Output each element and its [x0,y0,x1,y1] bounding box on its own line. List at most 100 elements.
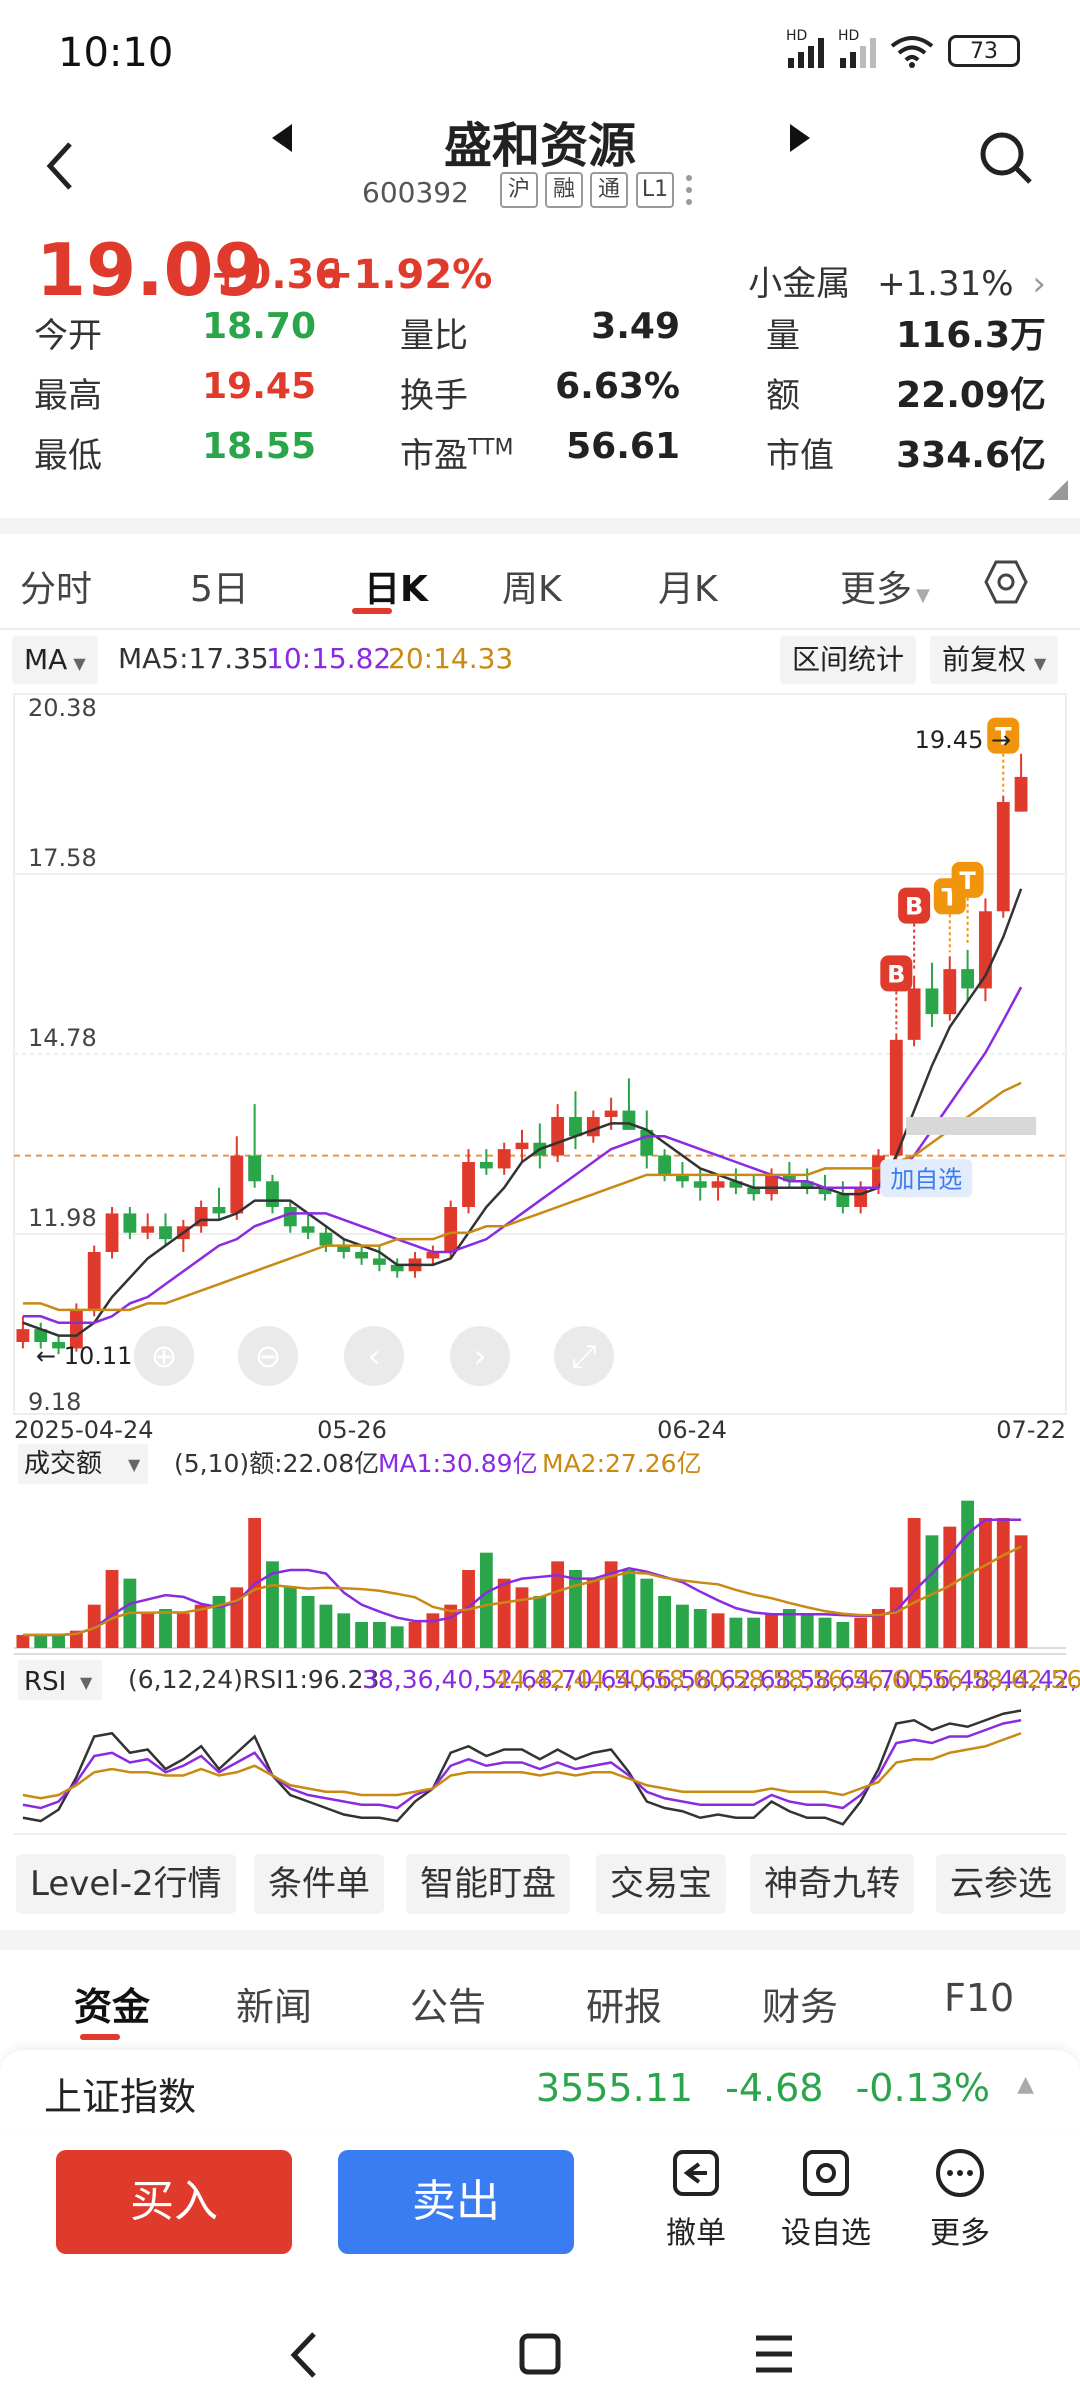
high-label: 最高 [34,376,102,416]
volume-bar [836,1622,850,1648]
more-dots-icon[interactable] [684,172,694,208]
candle-body [52,1342,65,1349]
rsi-info: (6,12,24)RSI1:96.23 [128,1665,379,1694]
search-icon[interactable] [978,130,1034,186]
volume-value: 116.3万 [896,315,1046,356]
volume-bar [925,1535,939,1648]
y-tick-label: 17.58 [28,844,97,872]
candle-body [854,1187,868,1207]
tab-weekly-k[interactable]: 周K [502,569,562,610]
tab-finance[interactable]: 财务 [762,1985,839,2029]
marker-label: B [905,893,923,921]
candle-body [1014,776,1028,812]
x-tick-label: 07-22 [996,1416,1066,1444]
status-time: 10:10 [58,30,174,76]
nav-back-icon[interactable] [284,2330,324,2380]
rsi3-label: 44,42,44,50,58,60,58,58,56,56,60,56,58,6… [494,1665,1080,1694]
ma20-line [22,1081,1022,1312]
back-icon[interactable] [40,136,80,196]
stock-code: 600392 [362,176,469,209]
candle-body [747,1187,761,1195]
candle-body [301,1226,315,1233]
feature-condition-order[interactable]: 条件单 [254,1854,384,1914]
candle-body [765,1174,778,1195]
volume-ma2: MA2:27.26亿 [542,1449,702,1478]
feature-trade-treasure[interactable]: 交易宝 [596,1854,726,1914]
volume-bar [337,1613,351,1648]
prev-stock-icon[interactable] [268,120,298,156]
feature-magic-nine[interactable]: 神奇九转 [750,1854,914,1914]
tab-intraday[interactable]: 分时 [20,569,93,610]
stock-header: 盛和资源 600392 沪 融 通 L1 [0,100,1080,220]
range-stat-button[interactable]: 区间统计 [780,636,917,684]
signal-icon: HD [786,28,824,68]
volume-label: 量 [766,316,800,356]
tag-hu: 沪 [500,172,538,208]
expand-corner-icon[interactable] [1048,480,1068,500]
volume-bar [355,1622,368,1648]
feature-level2[interactable]: Level-2行情 [16,1854,236,1914]
tab-news[interactable]: 新闻 [236,1985,313,2029]
candle-body [230,1155,244,1214]
tab-research[interactable]: 研报 [586,1985,663,2029]
tab-announcements[interactable]: 公告 [410,1985,487,2029]
feature-cloud-select[interactable]: 云参选 [936,1854,1066,1914]
open-value: 18.70 [202,306,316,347]
expand-up-icon[interactable]: ▲ [1017,2072,1034,2097]
turnover-label: 换手 [400,376,468,416]
chart-control-icon: › [474,1337,487,1375]
volume-bar [586,1578,600,1648]
candle-body [355,1252,368,1259]
chart-control-button [134,1326,194,1386]
add-watch-badge [880,1159,973,1198]
signal-icon-2: HD [838,28,876,68]
index-bar[interactable]: 上证指数 3555.11 -4.68 -0.13% ▲ [0,2050,1080,2130]
open-label: 今开 [34,316,102,356]
tab-funds[interactable]: 资金 [73,1985,150,2029]
next-stock-icon[interactable] [784,120,814,156]
tab-more[interactable]: 更多 ▼ [840,569,930,610]
candle-body [586,1117,600,1137]
nav-home-icon[interactable] [518,2332,562,2376]
ma10-label: 10:15.82 [266,642,392,675]
sector-link[interactable]: 小金属 +1.31% › [748,256,1046,305]
buy-button[interactable]: 买入 [56,2150,292,2254]
volume-bar [390,1626,404,1648]
nav-menu-icon[interactable] [752,2332,796,2376]
info-tabs: 资金 新闻 公告 研报 财务 F10 [0,1950,1080,2050]
chart-control-icon: ⊖ [255,1337,282,1375]
status-bar: 10:10 HD HD 73 [0,0,1080,100]
candle-body [266,1181,279,1207]
candle-body [961,969,975,989]
volume-bar [854,1617,868,1648]
adjust-select[interactable]: 前复权 ▼ [930,636,1059,684]
more-button[interactable]: 更多 [910,2146,1010,2252]
volume-bar [711,1613,725,1648]
ma5-line [22,888,1023,1337]
mktcap-value: 334.6亿 [896,435,1046,476]
sell-button[interactable]: 卖出 [338,2150,574,2254]
ma-select[interactable]: MA ▼ [12,636,98,684]
marker-label: B [887,960,905,988]
settings-hex-icon[interactable] [982,558,1030,606]
tab-5day[interactable]: 5日 [190,569,249,610]
chart-control-button [238,1326,298,1386]
volume-bar [16,1635,30,1648]
candle-body [497,1149,511,1169]
volume-bar [1014,1535,1028,1648]
candle-body [319,1232,333,1246]
add-watch-button[interactable]: 设自选 [776,2146,876,2252]
volume-bar [800,1613,814,1648]
feature-smart-watch[interactable]: 智能盯盘 [406,1854,570,1914]
volume-bar [569,1570,582,1648]
tab-f10[interactable]: F10 [944,1976,1015,2020]
tab-daily-k[interactable]: 日K [364,569,428,610]
tab-monthly-k[interactable]: 月K [658,569,718,610]
vol-ratio-label: 量比 [400,316,468,356]
marker-badge [880,955,913,992]
trade-bar: 买入 卖出 撤单 设自选 更多 [0,2130,1080,2270]
candle-body [426,1252,440,1259]
cancel-order-button[interactable]: 撤单 [646,2146,746,2252]
marker-badge [898,887,931,924]
